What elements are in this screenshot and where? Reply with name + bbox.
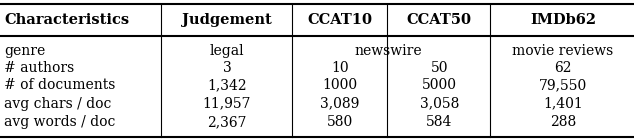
Text: avg words / doc: avg words / doc [4, 115, 116, 129]
Text: CCAT50: CCAT50 [407, 13, 472, 27]
Text: newswire: newswire [354, 44, 422, 58]
Text: Characteristics: Characteristics [4, 13, 129, 27]
Text: 50: 50 [430, 61, 448, 75]
Text: # authors: # authors [4, 61, 75, 75]
Text: 62: 62 [554, 61, 572, 75]
Text: 11,957: 11,957 [203, 97, 251, 111]
Text: 3,089: 3,089 [320, 97, 359, 111]
Text: 1,342: 1,342 [207, 78, 247, 92]
Text: genre: genre [4, 44, 46, 58]
Text: 2,367: 2,367 [207, 115, 247, 129]
Text: legal: legal [210, 44, 244, 58]
Text: 3: 3 [223, 61, 231, 75]
Text: 288: 288 [550, 115, 576, 129]
Text: 580: 580 [327, 115, 353, 129]
Text: 79,550: 79,550 [539, 78, 587, 92]
Text: 5000: 5000 [422, 78, 457, 92]
Text: CCAT10: CCAT10 [307, 13, 372, 27]
Text: 1000: 1000 [322, 78, 358, 92]
Text: avg chars / doc: avg chars / doc [4, 97, 112, 111]
Text: 3,058: 3,058 [420, 97, 459, 111]
Text: 584: 584 [426, 115, 453, 129]
Text: 10: 10 [331, 61, 349, 75]
Text: IMDb62: IMDb62 [530, 13, 596, 27]
Text: # of documents: # of documents [4, 78, 116, 92]
Text: Judgement: Judgement [182, 13, 272, 27]
Text: 1,401: 1,401 [543, 97, 583, 111]
Text: movie reviews: movie reviews [512, 44, 614, 58]
